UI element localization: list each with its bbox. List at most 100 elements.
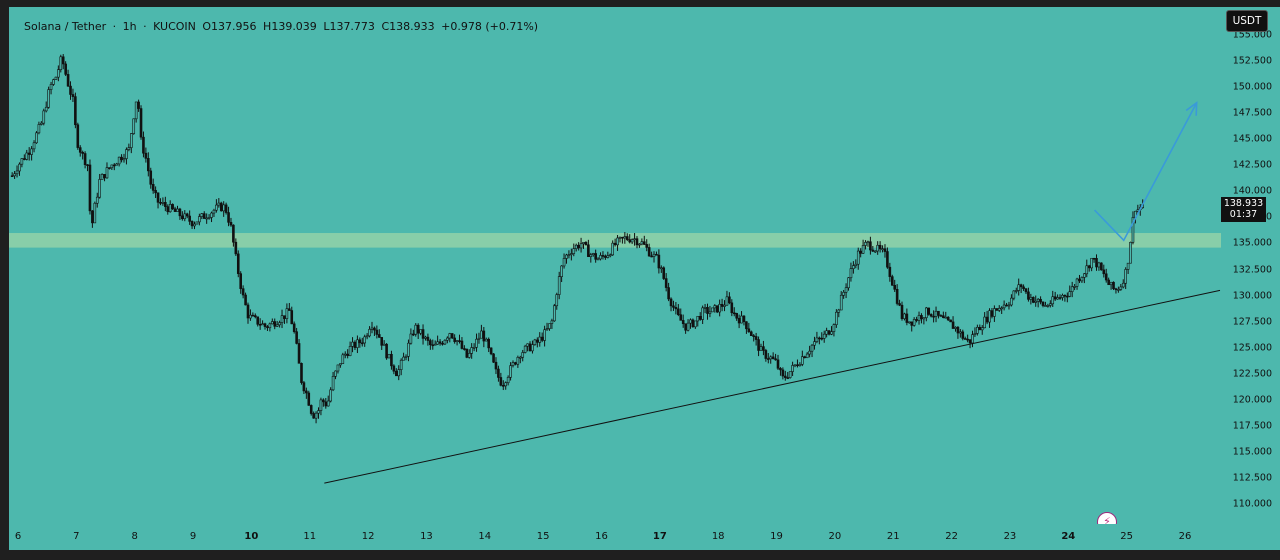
candle-body <box>728 296 731 304</box>
candle-body <box>638 243 641 246</box>
candle-body <box>501 385 505 387</box>
candle-body <box>455 340 459 342</box>
candle-body <box>1024 288 1028 293</box>
candle-body <box>137 101 140 109</box>
candle-body <box>618 236 622 239</box>
candle-body <box>582 241 585 245</box>
candle-body <box>431 344 435 347</box>
candle-body <box>351 341 354 347</box>
candle-body <box>127 147 131 150</box>
candle-body <box>1051 296 1055 305</box>
candle-body <box>623 236 627 239</box>
candle-body <box>526 343 529 347</box>
price-tick-label: 152.500 <box>1232 55 1272 67</box>
price-tick-label: 155.000 <box>1232 29 1272 41</box>
candle-body <box>1124 269 1127 284</box>
candle-body <box>1095 258 1098 268</box>
candle-body <box>458 340 461 342</box>
candle-body <box>521 352 525 358</box>
candle-body <box>601 255 605 257</box>
tradingview-bolt-icon[interactable]: ⚡ <box>1097 512 1117 524</box>
candle-body <box>78 147 82 153</box>
candle-body <box>283 315 286 319</box>
time-axis[interactable]: 6 7 8 9 10 11 12 13 14 15 16 17 18 19 20 21 22 23 24 25 26 <box>9 524 1221 550</box>
candle-body <box>1012 290 1016 299</box>
price-tick-label: 127.500 <box>1232 316 1272 328</box>
candle-body <box>307 392 311 406</box>
candle-body <box>1063 294 1067 297</box>
price-tick-label: 122.500 <box>1232 368 1272 380</box>
candle-body <box>112 164 116 167</box>
currency-button[interactable]: USDT <box>1226 10 1268 32</box>
candle-body <box>1007 304 1011 307</box>
candlestick-chart[interactable] <box>9 7 1221 524</box>
candle-body <box>1075 278 1079 287</box>
candle-body <box>506 376 510 384</box>
candle-body <box>959 331 962 334</box>
time-tick-label: 13 <box>420 531 433 542</box>
candle-body <box>827 330 831 335</box>
candle-body <box>1100 262 1103 271</box>
candle-body <box>966 338 969 341</box>
symbol-legend[interactable]: Solana / Tether · 1h · KUCOIN O137.956 H… <box>24 20 541 33</box>
candle-body <box>842 291 845 296</box>
candle-body <box>956 326 960 334</box>
time-tick-label: 12 <box>361 531 375 542</box>
candle-body <box>300 363 303 383</box>
candle-body <box>64 63 67 75</box>
candle-body <box>752 335 755 337</box>
candle-body <box>642 241 646 245</box>
candle-body <box>1014 290 1018 292</box>
candle-body <box>570 253 573 255</box>
chart-plot-area[interactable]: Solana / Tether · 1h · KUCOIN O137.956 H… <box>9 7 1221 524</box>
separator-2: · <box>143 20 147 33</box>
price-axis[interactable]: 155.000 152.500 150.000 147.500 145.000 142.5… <box>1221 7 1280 524</box>
interval-label[interactable]: 1h <box>122 20 137 33</box>
candle-body <box>769 356 773 360</box>
candle-body <box>190 221 194 227</box>
price-tick-label: 120.000 <box>1232 394 1272 406</box>
candle-body <box>531 344 534 352</box>
candle-body <box>305 390 308 394</box>
candle-body <box>195 221 199 225</box>
candle-body <box>15 170 19 175</box>
candle-body <box>188 215 191 222</box>
price-tick-label: 132.500 <box>1232 264 1272 275</box>
candle-body <box>412 333 415 336</box>
candle-body <box>949 319 952 323</box>
candle-body <box>472 346 476 349</box>
candle-body <box>562 258 566 267</box>
candle-body <box>132 118 136 134</box>
candle-body <box>239 273 243 289</box>
candle-body <box>861 245 865 254</box>
candle-body <box>210 212 213 218</box>
candle-body <box>446 337 449 341</box>
candle-body <box>951 321 955 329</box>
candle-body <box>59 56 63 70</box>
ohlc-high: H139.039 <box>263 20 317 33</box>
candle-body <box>319 399 323 411</box>
candle-body <box>236 253 240 274</box>
candle-body <box>655 253 658 256</box>
candle-body <box>436 341 439 345</box>
candle-body <box>375 329 379 335</box>
candle-body <box>171 204 174 210</box>
candle-body <box>747 328 751 333</box>
candle-body <box>927 307 931 315</box>
candle-body <box>66 74 70 87</box>
candle-body <box>27 152 31 155</box>
candle-body <box>1073 286 1076 288</box>
time-tick-label: 11 <box>303 531 317 542</box>
candle-body <box>147 158 150 172</box>
candle-body <box>356 339 359 348</box>
candle-body <box>205 217 208 220</box>
candle-body <box>888 266 892 277</box>
candle-body <box>557 276 561 295</box>
symbol-name[interactable]: Solana / Tether <box>24 20 107 33</box>
candle-body <box>37 124 41 134</box>
candle-body <box>771 356 775 360</box>
candle-body <box>640 241 644 245</box>
candle-body <box>69 85 72 95</box>
candle-body <box>176 208 179 212</box>
candle-body <box>718 304 721 313</box>
